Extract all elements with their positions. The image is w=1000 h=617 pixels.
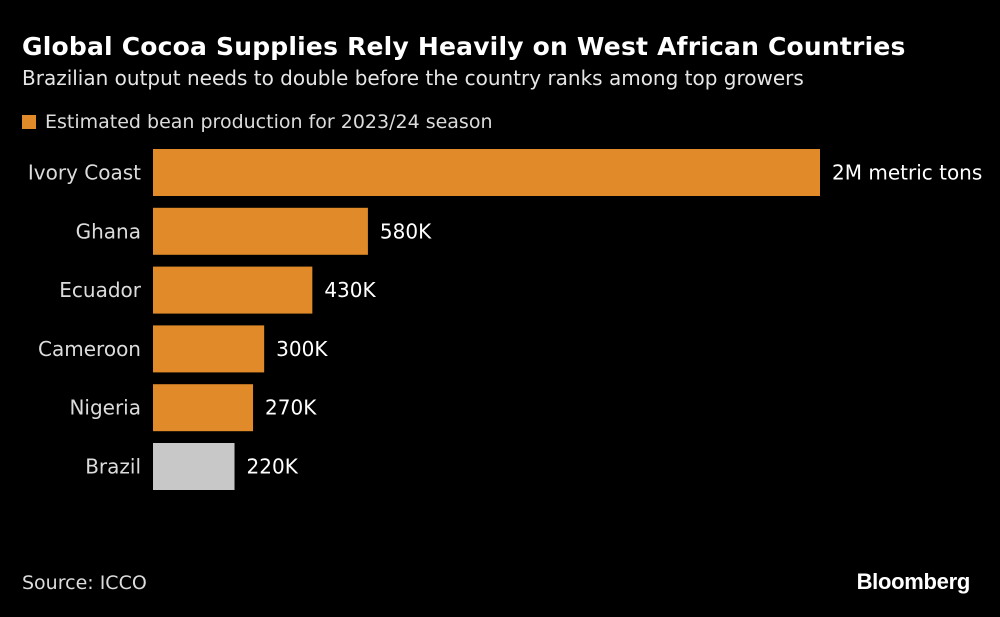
bar-ghana — [153, 207, 368, 255]
category-label: Cameroon — [38, 337, 141, 361]
bar-nigeria — [153, 384, 254, 432]
chart-subtitle: Brazilian output needs to double before … — [22, 66, 804, 90]
value-label: 430K — [324, 278, 376, 302]
category-label: Ivory Coast — [28, 161, 141, 185]
value-label: 2M metric tons — [832, 161, 982, 185]
bar-cameroon — [153, 325, 265, 373]
value-label: 270K — [265, 396, 317, 420]
category-label: Brazil — [85, 455, 141, 479]
legend: Estimated bean production for 2023/24 se… — [22, 111, 493, 133]
bar-ecuador — [153, 266, 313, 314]
category-label: Nigeria — [69, 396, 141, 420]
value-label: 220K — [247, 455, 299, 479]
source-note: Source: ICCO — [22, 572, 147, 594]
bar-ivory-coast — [153, 149, 820, 196]
value-label: 580K — [380, 219, 432, 243]
chart-title: Global Cocoa Supplies Rely Heavily on We… — [22, 32, 906, 61]
bar-brazil — [153, 443, 235, 490]
category-label: Ecuador — [59, 278, 141, 302]
bloomberg-logo: Bloomberg — [856, 569, 971, 594]
value-label: 300K — [276, 337, 328, 361]
legend-label: Estimated bean production for 2023/24 se… — [45, 111, 493, 133]
category-label: Ghana — [76, 219, 141, 243]
legend-swatch — [22, 115, 36, 129]
